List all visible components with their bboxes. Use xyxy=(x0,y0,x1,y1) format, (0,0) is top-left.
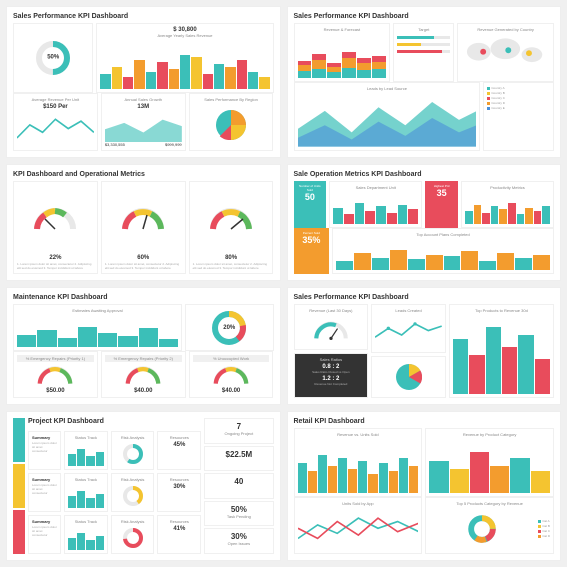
panel-label: Revenue vs. Units Sold xyxy=(298,432,419,437)
panel-label: % Unoccupied Work xyxy=(193,355,270,362)
gauge-chart xyxy=(17,185,94,255)
dashboard-6-sales-kpi: Sales Performance KPI Dashboard Revenue … xyxy=(287,287,562,405)
panel-label: Top Account Plans Completed xyxy=(336,232,550,237)
panel-label: Revenue by Product Category xyxy=(429,432,550,437)
panel-label: Average Revenue Per Unit xyxy=(17,97,94,102)
stats-column: 7Ongoing Project $22.5M 40 50%Task Pendi… xyxy=(204,418,273,554)
panel-label: Leads by Lead Source xyxy=(298,86,477,91)
progress-bar xyxy=(397,36,450,39)
legend: Country A Country B Country C Country D … xyxy=(487,86,550,110)
gauge-value: $40.00 xyxy=(105,388,182,394)
dash-title: Sales Performance KPI Dashboard xyxy=(294,13,555,20)
gauge-value: $40.00 xyxy=(193,388,270,394)
panel-label: Productivity Metrics xyxy=(465,185,550,190)
pie-chart xyxy=(375,360,442,394)
bar-chart xyxy=(465,192,550,224)
panel-label: Annual Sales Growth xyxy=(105,97,182,102)
panel-label: Top Products to Revenue 30d xyxy=(453,308,550,313)
gauge-value: 80% xyxy=(193,255,270,261)
panel-label: Top 5 Products Category by Revenue xyxy=(429,501,550,506)
dash-title: Project KPI Dashboard xyxy=(28,418,201,425)
pie-chart xyxy=(193,104,270,147)
sidebar-tab[interactable] xyxy=(13,464,25,508)
legend: Cat A Cat B Cat C Cat D xyxy=(538,519,550,538)
dashboard-8-retail: Retail KPI Dashboard Revenue vs. Units S… xyxy=(287,411,562,561)
dashboard-5-maintenance: Maintenance KPI Dashboard Estimates Awai… xyxy=(6,287,281,405)
stat-box: Percent Sold 35% xyxy=(294,228,330,275)
grouped-bar-chart xyxy=(333,192,418,224)
gauge-chart xyxy=(105,364,182,388)
panel-label: Revenue Generated by Country xyxy=(461,27,550,32)
gauge-value: 22% xyxy=(17,255,94,261)
gauge-chart xyxy=(17,364,94,388)
bar-chart xyxy=(17,315,178,347)
stacked-bar-chart xyxy=(298,34,387,78)
dash-title: Sales Performance KPI Dashboard xyxy=(294,294,555,301)
donut-chart xyxy=(429,514,535,544)
gauge-value: $50.00 xyxy=(17,388,94,394)
line-chart xyxy=(17,110,94,147)
area-chart xyxy=(105,110,182,142)
panel-label: Units Sold by App xyxy=(298,501,419,506)
dash-title: Maintenance KPI Dashboard xyxy=(13,294,274,301)
progress-bar xyxy=(397,43,450,46)
bar-chart xyxy=(100,40,269,89)
dashboard-1-sales-kpi: Sales Performance KPI Dashboard 50% $ 30… xyxy=(6,6,281,158)
donut-value: 20% xyxy=(223,325,235,331)
dash-title: Retail KPI Dashboard xyxy=(294,418,555,425)
grouped-bar-chart xyxy=(298,439,419,493)
gauge-chart xyxy=(298,315,365,345)
progress-bar xyxy=(397,50,450,53)
gauge-value: 60% xyxy=(105,255,182,261)
dashboard-7-project: Project KPI Dashboard SummaryLorem ipsum… xyxy=(6,411,281,561)
bar-chart xyxy=(453,315,550,394)
world-map-icon xyxy=(461,34,550,78)
dash-title: KPI Dashboard and Operational Metrics xyxy=(13,171,274,178)
panel-label: Revenue (Last 30 Days) xyxy=(298,308,365,313)
line-chart xyxy=(375,315,442,348)
dashboard-2-sales-kpi: Sales Performance KPI Dashboard Revenue … xyxy=(287,6,562,158)
bar-chart xyxy=(336,239,550,271)
lorem-text: 1. Lorem ipsum dolor sit amet, consectet… xyxy=(193,263,270,271)
panel-label: Sales Performance By Region xyxy=(193,97,270,102)
panel-label: % Emergency Repairs (Priority 1) xyxy=(17,355,94,362)
gauge-chart xyxy=(193,364,270,388)
stat-box: Highest Prd 35 xyxy=(425,181,458,228)
dash-title: Sales Performance KPI Dashboard xyxy=(13,13,274,20)
lorem-text: 1. Lorem ipsum dolor sit amet, consectet… xyxy=(17,263,94,271)
panel-label: Sales Department Unit xyxy=(333,185,418,190)
sidebar-tab[interactable] xyxy=(13,510,25,554)
sidebar xyxy=(13,418,25,554)
dash-title: Sale Operation Metrics KPI Dashboard xyxy=(294,171,555,178)
bar-chart xyxy=(429,439,550,493)
panel-label: Leads Created xyxy=(375,308,442,313)
panel-label: Estimates Awaiting Approval xyxy=(17,308,178,313)
gauge-chart xyxy=(193,185,270,255)
donut-pct: 50% xyxy=(47,54,59,60)
panel-label: % Emergency Repairs (Priority 2) xyxy=(105,355,182,362)
stat-box: Number of Units Sold 50 xyxy=(294,181,327,228)
lorem-text: 1. Lorem ipsum dolor sit amet, consectet… xyxy=(105,263,182,271)
dashboard-3-operational: KPI Dashboard and Operational Metrics 22… xyxy=(6,164,281,282)
panel-label: Sales Ratios xyxy=(298,357,365,362)
stat-label: Average Yearly Sales Revenue xyxy=(100,33,269,38)
area-chart xyxy=(298,93,477,147)
dashboard-4-sale-operation: Sale Operation Metrics KPI Dashboard Num… xyxy=(287,164,562,282)
line-chart xyxy=(298,508,419,550)
sidebar-tab[interactable] xyxy=(13,418,25,462)
gauge-chart xyxy=(105,185,182,255)
